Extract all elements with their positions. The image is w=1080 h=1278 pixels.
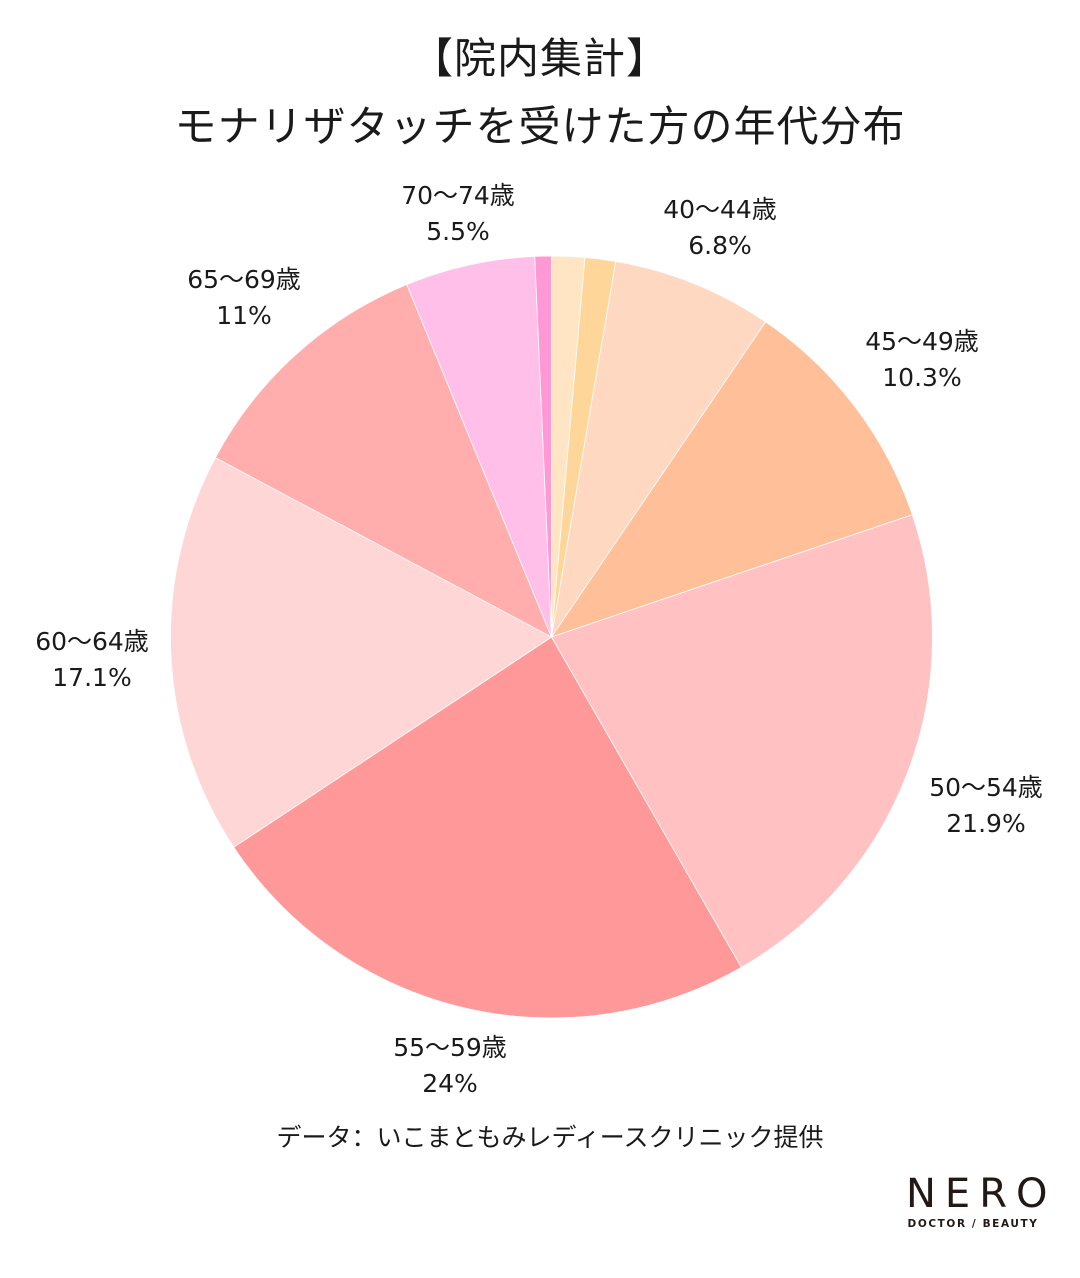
slice-label-55-59: 55〜59歳 24%: [393, 1033, 507, 1098]
data-source-note: データ：いこまともみレディースクリニック提供: [276, 1123, 824, 1152]
slice-label-50-54: 50〜54歳 21.9%: [929, 773, 1043, 838]
slice-label-65-69: 65〜69歳 11%: [187, 265, 301, 330]
pie-slice-unlabeled: [534, 255, 552, 638]
nero-logo: NERO DOCTOR / BEAUTY: [898, 1172, 1048, 1230]
pie-slice-55〜59歳: [233, 636, 742, 1019]
slice-label-70-74: 70〜74歳 5.5%: [401, 181, 515, 246]
chart-title-line1: 【院内集計】: [410, 34, 669, 83]
pie-slice-45〜49歳: [550, 321, 913, 638]
pie-slice-40〜44歳: [551, 261, 767, 638]
pie-slice-65〜69歳: [214, 284, 553, 638]
slice-label-40-44: 40〜44歳 6.8%: [663, 195, 777, 260]
chart-title-line2: モナリザタッチを受けた方の年代分布: [174, 102, 906, 151]
pie-slice-50〜54歳: [550, 514, 933, 968]
slice-label-45-49: 45〜49歳 10.3%: [865, 327, 979, 392]
pie-slice-70〜74歳: [406, 255, 552, 638]
logo-wordmark: NERO: [906, 1171, 1057, 1217]
logo-tagline: DOCTOR / BEAUTY: [907, 1218, 1039, 1230]
pie-slice-60〜64歳: [170, 457, 553, 848]
slice-label-60-64: 60〜64歳 17.1%: [35, 627, 149, 692]
